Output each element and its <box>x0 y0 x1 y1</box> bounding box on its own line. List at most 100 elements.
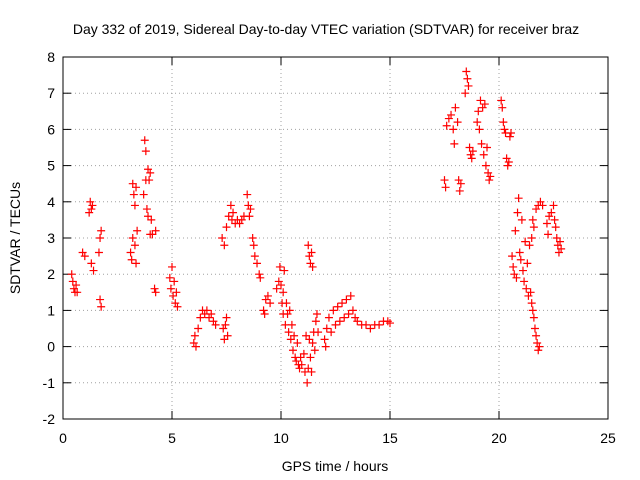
x-tick-label: 15 <box>382 430 398 446</box>
data-point <box>498 103 507 112</box>
data-point <box>306 353 315 362</box>
data-point <box>282 299 291 308</box>
data-point <box>512 273 521 282</box>
data-point <box>454 176 463 185</box>
data-point <box>534 346 543 355</box>
data-point <box>293 338 302 347</box>
data-point <box>552 234 561 242</box>
data-point <box>375 320 384 329</box>
data-point <box>244 201 253 210</box>
y-tick-label: 0 <box>47 339 55 355</box>
data-point <box>89 266 98 275</box>
data-point <box>229 208 238 217</box>
data-point <box>292 357 301 366</box>
data-point <box>279 288 288 297</box>
data-point <box>68 277 77 286</box>
data-point <box>523 259 532 268</box>
data-point <box>133 226 142 235</box>
data-point <box>172 288 181 297</box>
data-point <box>536 197 545 206</box>
data-point <box>510 270 519 279</box>
y-tick-label: -1 <box>43 375 56 391</box>
data-point <box>514 194 523 203</box>
data-point <box>522 284 531 293</box>
data-point <box>449 125 458 134</box>
data-point <box>296 353 305 362</box>
data-point <box>440 176 449 185</box>
data-point <box>141 147 150 156</box>
data-point <box>481 161 490 170</box>
data-point <box>142 205 151 214</box>
data-point <box>547 208 556 217</box>
data-point <box>477 139 486 148</box>
data-point <box>168 262 176 271</box>
data-point <box>353 317 362 326</box>
data-point <box>535 342 544 351</box>
data-point <box>532 205 541 214</box>
data-point <box>338 299 347 308</box>
data-point <box>468 147 477 156</box>
data-point <box>524 291 533 300</box>
data-point <box>450 139 459 148</box>
data-point <box>441 183 450 192</box>
axis-ticks <box>62 56 609 420</box>
data-point <box>499 118 508 127</box>
x-tick-label: 20 <box>491 430 507 446</box>
data-point <box>144 165 153 174</box>
data-point <box>226 201 235 210</box>
data-point <box>194 324 203 333</box>
data-point <box>542 219 551 228</box>
data-point <box>191 342 200 351</box>
data-point <box>314 328 323 337</box>
data-point <box>528 306 537 315</box>
data-point <box>96 295 105 304</box>
data-point <box>132 259 141 268</box>
data-point <box>506 129 515 138</box>
data-point <box>151 226 160 235</box>
data-point <box>222 223 231 232</box>
data-point <box>166 284 175 293</box>
data-point <box>529 223 538 232</box>
data-point <box>447 110 456 119</box>
data-point <box>299 349 308 358</box>
data-point <box>480 100 489 109</box>
data-point <box>218 234 227 242</box>
data-point <box>72 281 81 290</box>
data-point <box>272 284 281 293</box>
grid-lines <box>63 57 608 419</box>
data-point <box>255 270 264 279</box>
data-point <box>528 215 537 224</box>
data-point <box>245 212 254 221</box>
y-tick-label: 2 <box>47 266 55 282</box>
x-tick-label: 10 <box>273 430 289 446</box>
data-point <box>170 277 179 286</box>
data-point <box>306 259 315 268</box>
data-point <box>515 248 524 257</box>
data-point <box>505 132 514 141</box>
data-point <box>502 154 511 163</box>
data-point <box>266 299 275 308</box>
data-point <box>196 313 205 322</box>
data-point <box>362 320 371 329</box>
tick-labels: -2 -1 0 1 2 3 4 5 6 7 8 0 5 10 15 20 25 <box>43 49 616 446</box>
y-tick-label: 6 <box>47 121 55 137</box>
y-tick-label: 5 <box>47 158 55 174</box>
data-point <box>297 360 306 369</box>
x-axis-label: GPS time / hours <box>282 458 389 474</box>
data-point <box>145 176 154 185</box>
data-point <box>307 248 316 257</box>
data-point <box>223 331 232 340</box>
y-tick-label: 8 <box>47 49 55 65</box>
data-point <box>320 335 329 344</box>
data-point <box>259 306 268 315</box>
data-point <box>473 118 482 127</box>
data-point <box>205 313 214 322</box>
data-point <box>538 201 547 210</box>
data-point <box>342 295 351 304</box>
data-point <box>202 306 211 315</box>
y-axis-label: SDTVAR / TECUs <box>7 182 23 294</box>
data-point <box>527 299 536 308</box>
data-point <box>144 212 153 221</box>
data-point <box>287 320 296 329</box>
data-point <box>222 313 231 322</box>
